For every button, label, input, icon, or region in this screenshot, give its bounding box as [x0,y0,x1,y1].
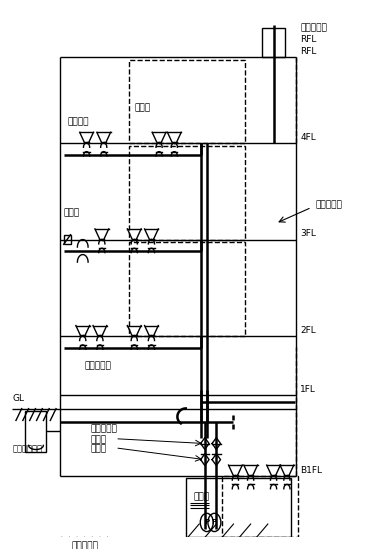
Text: 排水横枝管: 排水横枝管 [85,361,111,370]
Text: インバート桝: インバート桝 [12,444,42,453]
Text: 汚物ポンプ: 汚物ポンプ [71,541,98,549]
Text: 排水横主管: 排水横主管 [90,424,117,434]
Bar [64,235,70,244]
Text: 逆止弁: 逆止弁 [90,444,106,453]
Text: 大気に開放: 大気に開放 [300,23,327,32]
Bar [262,27,285,57]
Text: 洗面器: 洗面器 [134,104,151,113]
Text: RFL: RFL [300,35,317,44]
Text: 掃除口: 掃除口 [64,208,80,217]
Bar [129,60,245,143]
Bar [26,411,46,452]
Text: 1FL: 1FL [300,385,316,394]
Text: 4FL: 4FL [300,133,316,142]
Text: 2FL: 2FL [300,326,316,335]
Text: 仕切弁: 仕切弁 [90,435,106,444]
Bar [129,145,245,239]
Bar [222,476,298,537]
Text: 洋風便器: 洋風便器 [67,117,89,126]
Bar [129,242,245,336]
Bar [186,478,291,537]
Text: 3FL: 3FL [300,229,316,238]
Text: P: P [212,519,217,525]
Text: RFL: RFL [300,47,317,56]
Text: 汚水槽: 汚水槽 [193,492,210,502]
Text: B1FL: B1FL [300,466,322,475]
Text: P: P [204,519,210,525]
Text: 通気立て管: 通気立て管 [316,200,342,209]
Text: GL: GL [12,394,24,404]
